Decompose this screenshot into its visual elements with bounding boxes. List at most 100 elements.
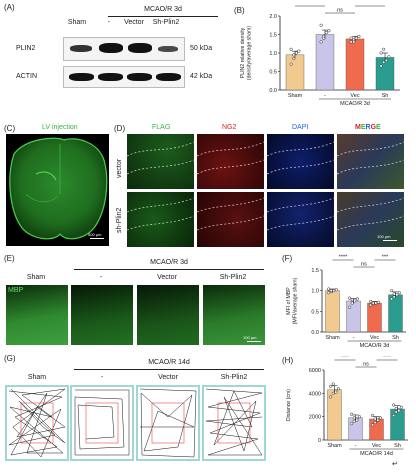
- data-point: [319, 40, 323, 44]
- data-point: [379, 64, 383, 68]
- mbp-image-shplin2: 100 μm: [203, 285, 265, 345]
- panel-c-title: LV injection: [42, 124, 78, 131]
- data-point: [324, 31, 328, 35]
- lane-label-sham: Sham: [67, 19, 87, 26]
- sig-label: ns: [337, 8, 343, 14]
- lane-label-shplin2: Sh-Plin2: [152, 19, 180, 26]
- panel-e-group-line: [74, 269, 264, 270]
- brain-section-shape: [9, 137, 108, 240]
- y-tick-label: 0.5: [311, 309, 319, 315]
- data-point: [371, 413, 375, 418]
- data-point: [371, 301, 375, 305]
- group-label: MCAO/R 3d: [360, 343, 390, 349]
- kda-plin2: 50 kDa: [190, 45, 213, 52]
- col-label-shplin2: Sh-Plin2: [219, 274, 247, 281]
- y-tick-label: 1.5: [311, 268, 319, 274]
- panel-a-group-label: MCAO/R 3d: [144, 6, 182, 13]
- bar: [345, 38, 365, 91]
- data-point: [331, 391, 335, 395]
- data-point: [371, 423, 375, 427]
- data-point: [373, 420, 377, 425]
- data-point: [387, 55, 391, 59]
- mbp-image-vector: [137, 285, 199, 345]
- data-point: [352, 419, 356, 423]
- western-blot-plin2: [63, 37, 185, 61]
- row-label-plin2: PLIN2: [16, 45, 36, 52]
- open-field-track-sham: [5, 385, 69, 461]
- data-point: [350, 301, 354, 305]
- open-field-track-vector: [136, 385, 200, 461]
- sig-label: ****: [339, 255, 348, 261]
- data-point: [331, 382, 335, 386]
- bar: [390, 408, 405, 441]
- data-point: [382, 47, 386, 51]
- col-label-vector: Vector: [157, 274, 177, 281]
- data-point: [327, 287, 331, 291]
- data-point: [392, 295, 396, 299]
- sig-label: ns: [363, 362, 369, 368]
- data-point: [397, 409, 401, 413]
- data-point: [390, 297, 394, 301]
- data-point: [373, 417, 377, 421]
- bar: [315, 34, 335, 91]
- data-point: [357, 415, 361, 419]
- x-tick-label: Vec: [350, 93, 359, 99]
- channel-ng2: NG2: [222, 124, 237, 131]
- data-point: [334, 390, 338, 394]
- track-col-shplin2: Sh-Plin2: [220, 374, 248, 381]
- group-label: MCAO/R 14d: [360, 451, 393, 457]
- x-tick-label: Sh: [382, 93, 389, 99]
- data-point: [297, 49, 301, 53]
- western-blot-actin: [63, 66, 185, 88]
- if-vector-merge: [337, 134, 404, 189]
- channel-flag: FLAG: [152, 124, 171, 131]
- x-tick-label: Sham: [327, 443, 342, 449]
- panel-d-scale: 100 μm: [377, 234, 391, 239]
- panel-e-group-label: MCAO/R 3d: [150, 259, 188, 266]
- data-point: [349, 40, 353, 44]
- data-point: [348, 296, 352, 300]
- data-point: [357, 34, 361, 38]
- mbp-image-sham: MBP: [6, 285, 68, 345]
- y-axis-label: (MFI/average sham): [293, 277, 299, 324]
- open-field-track-shplin2: [202, 385, 266, 461]
- sig-label: ****: [366, 4, 375, 7]
- x-tick-label: -: [355, 443, 357, 449]
- col-label-sham: Sham: [26, 274, 46, 281]
- data-point: [352, 40, 356, 44]
- y-tick-label: 0: [318, 438, 321, 444]
- panel-g-letter: (G): [4, 354, 16, 363]
- chart-f: 0.0 0.5 1.0 1.5 MFI of MBP (MFI/average sham)…: [286, 255, 406, 349]
- data-point: [376, 300, 380, 304]
- y-tick-label: 6000: [309, 368, 321, 374]
- data-point: [327, 29, 331, 33]
- x-tick-label: Vec: [372, 443, 381, 449]
- row-label-vector: vector: [116, 158, 123, 178]
- y-axis-label: Distance (cm): [286, 389, 292, 421]
- data-point: [289, 62, 293, 66]
- data-point: [352, 416, 356, 420]
- data-point: [378, 416, 382, 420]
- x-tick-label: -: [324, 93, 326, 99]
- sig-label: ****: [341, 356, 350, 361]
- data-point: [294, 51, 298, 55]
- data-point: [353, 299, 357, 303]
- bar: [325, 290, 340, 333]
- y-tick-label: 0.0: [269, 88, 277, 94]
- y-axis-label: PLIN2 relative density: [240, 27, 246, 78]
- data-point: [329, 289, 333, 293]
- data-point: [392, 403, 396, 407]
- y-tick-label: 1.0: [269, 51, 277, 57]
- data-point: [369, 303, 373, 307]
- sig-label: ****: [306, 4, 315, 7]
- data-point: [376, 416, 380, 420]
- if-vector-flag: [127, 134, 194, 189]
- panel-c-letter: (C): [4, 124, 16, 133]
- data-point: [292, 57, 296, 61]
- x-tick-label: Sham: [325, 335, 340, 341]
- open-field-track-mcao: [70, 385, 134, 461]
- panel-c-scale: 500 μm: [88, 232, 102, 237]
- data-point: [355, 418, 359, 422]
- lane-label-vector: Vector: [124, 19, 144, 26]
- data-point: [399, 405, 403, 409]
